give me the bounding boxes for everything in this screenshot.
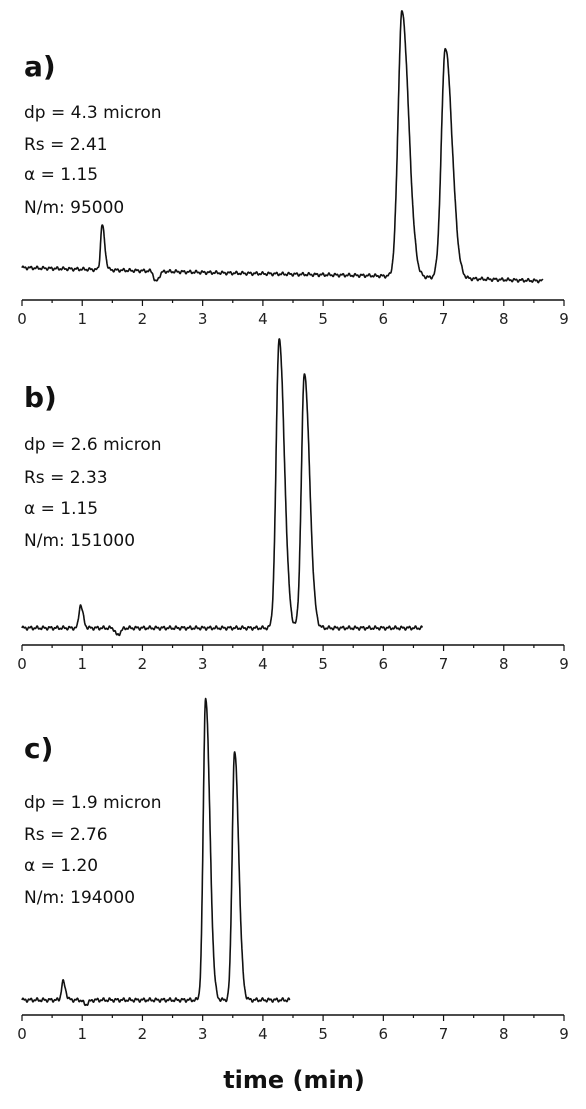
param-alpha: α = 1.15: [24, 165, 98, 185]
x-tick-label: 3: [198, 655, 208, 673]
x-axis-label: time (min): [223, 1066, 365, 1094]
x-tick-label: 7: [439, 655, 449, 673]
param-alpha: α = 1.20: [24, 856, 98, 876]
param-nm: N/m: 194000: [24, 888, 135, 908]
panel-c: c) dp = 1.9 micron Rs = 2.76 α = 1.20 N/…: [17, 697, 569, 1043]
x-tick-label: 2: [138, 310, 148, 328]
x-tick-label: 8: [499, 310, 509, 328]
param-rs: Rs = 2.33: [24, 468, 108, 488]
x-tick-label: 2: [138, 1025, 148, 1043]
x-tick-label: 0: [17, 310, 27, 328]
chromatogram-trace: [21, 338, 424, 637]
x-tick-label: 6: [379, 655, 389, 673]
param-nm: N/m: 151000: [24, 531, 135, 551]
x-tick-label: 4: [258, 655, 268, 673]
x-tick-label: 6: [379, 1025, 389, 1043]
chromatogram-trace: [21, 10, 544, 284]
x-tick-label: 8: [499, 655, 509, 673]
x-tick-label: 0: [17, 1025, 27, 1043]
param-nm: N/m: 95000: [24, 198, 124, 218]
x-tick-label: 8: [499, 1025, 509, 1043]
x-tick-label: 1: [77, 310, 87, 328]
panel-label: a): [24, 50, 56, 83]
panel-b: b) dp = 2.6 micron Rs = 2.33 α = 1.15 N/…: [17, 338, 569, 673]
x-tick-label: 1: [77, 655, 87, 673]
chromatogram-trace: [21, 697, 291, 1007]
param-rs: Rs = 2.76: [24, 825, 108, 845]
x-tick-label: 7: [439, 1025, 449, 1043]
x-tick-label: 5: [318, 655, 328, 673]
x-tick-label: 2: [138, 655, 148, 673]
panel-a: a) dp = 4.3 micron Rs = 2.41 α = 1.15 N/…: [17, 10, 569, 328]
x-tick-label: 3: [198, 310, 208, 328]
x-tick-label: 5: [318, 310, 328, 328]
param-rs: Rs = 2.41: [24, 135, 108, 155]
x-tick-label: 9: [559, 1025, 569, 1043]
x-tick-label: 3: [198, 1025, 208, 1043]
x-tick-label: 5: [318, 1025, 328, 1043]
x-tick-label: 4: [258, 310, 268, 328]
param-dp: dp = 1.9 micron: [24, 793, 162, 813]
x-tick-label: 7: [439, 310, 449, 328]
x-tick-label: 6: [379, 310, 389, 328]
param-alpha: α = 1.15: [24, 499, 98, 519]
x-tick-label: 0: [17, 655, 27, 673]
panel-label: c): [24, 732, 53, 765]
x-tick-label: 9: [559, 310, 569, 328]
x-tick-label: 9: [559, 655, 569, 673]
param-dp: dp = 4.3 micron: [24, 103, 162, 123]
param-dp: dp = 2.6 micron: [24, 435, 162, 455]
x-tick-label: 1: [77, 1025, 87, 1043]
panel-label: b): [24, 381, 57, 414]
x-tick-label: 4: [258, 1025, 268, 1043]
